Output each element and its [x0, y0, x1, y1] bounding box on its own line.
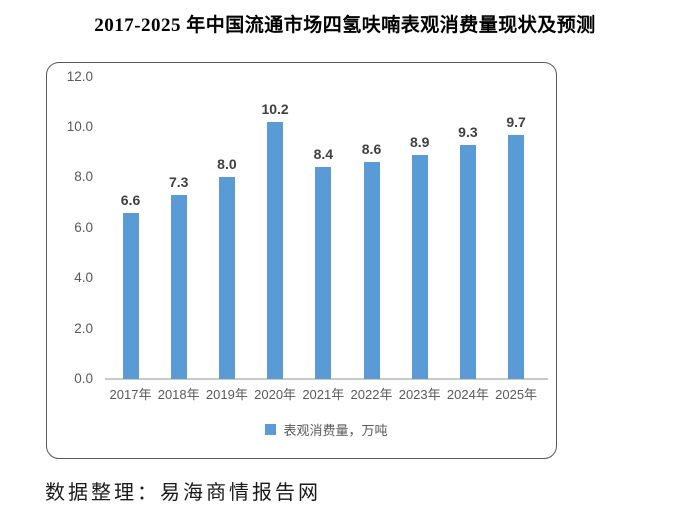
bar [170, 195, 187, 379]
bar [267, 121, 284, 379]
x-tick-label: 2022年 [350, 387, 393, 402]
bar [411, 154, 428, 379]
y-tick-label: 0.0 [74, 371, 93, 386]
x-axis-line [105, 378, 548, 380]
y-tick-label: 12.0 [66, 68, 93, 84]
bar [122, 212, 139, 379]
legend-marker-square-icon [265, 423, 277, 435]
bar-value-label: 9.7 [506, 113, 526, 130]
bar [508, 134, 525, 379]
y-tick-label: 4.0 [74, 270, 93, 286]
bar-value-label: 8.4 [313, 146, 334, 163]
chart-frame: 0.0 2.0 4.0 6.0 8.0 10.0 12.0 6.6 7.3 8.0 10.2 8.4… [46, 62, 557, 459]
legend-label: 表观消费量，万吨 [283, 422, 388, 438]
bar [218, 177, 235, 379]
data-source-note: 数据整理：易海商情报告网 [45, 482, 321, 504]
y-tick-label: 6.0 [74, 219, 93, 235]
bar-value-label: 8.6 [361, 141, 382, 158]
bar-value-label: 6.6 [120, 191, 141, 208]
x-tick-label: 2024年 [446, 387, 489, 402]
x-tick-label: 2018年 [157, 387, 200, 402]
bar [315, 167, 332, 379]
bar-value-label: 9.3 [458, 123, 478, 140]
y-tick-label: 2.0 [74, 320, 93, 336]
bar [363, 162, 380, 379]
x-tick-label: 2020年 [254, 387, 297, 402]
y-tick-label: 10.0 [66, 119, 93, 134]
bar-value-label: 7.3 [168, 174, 189, 191]
x-tick-label: 2021年 [302, 387, 345, 402]
x-tick-label: 2023年 [398, 387, 441, 402]
bar-value-label: 10.2 [261, 100, 289, 117]
chart-title: 2017-2025 年中国流通市场四氢呋喃表观消费量现状及预测 [94, 15, 596, 36]
bar-value-label: 8.0 [217, 156, 237, 173]
y-tick-label: 8.0 [74, 169, 93, 185]
bar [459, 144, 476, 379]
bar-value-label: 8.9 [409, 133, 430, 150]
x-tick-label: 2017年 [109, 387, 152, 402]
x-tick-label: 2025年 [495, 387, 538, 402]
legend: 表观消费量，万吨 [105, 420, 548, 438]
x-tick-label: 2019年 [205, 387, 248, 402]
